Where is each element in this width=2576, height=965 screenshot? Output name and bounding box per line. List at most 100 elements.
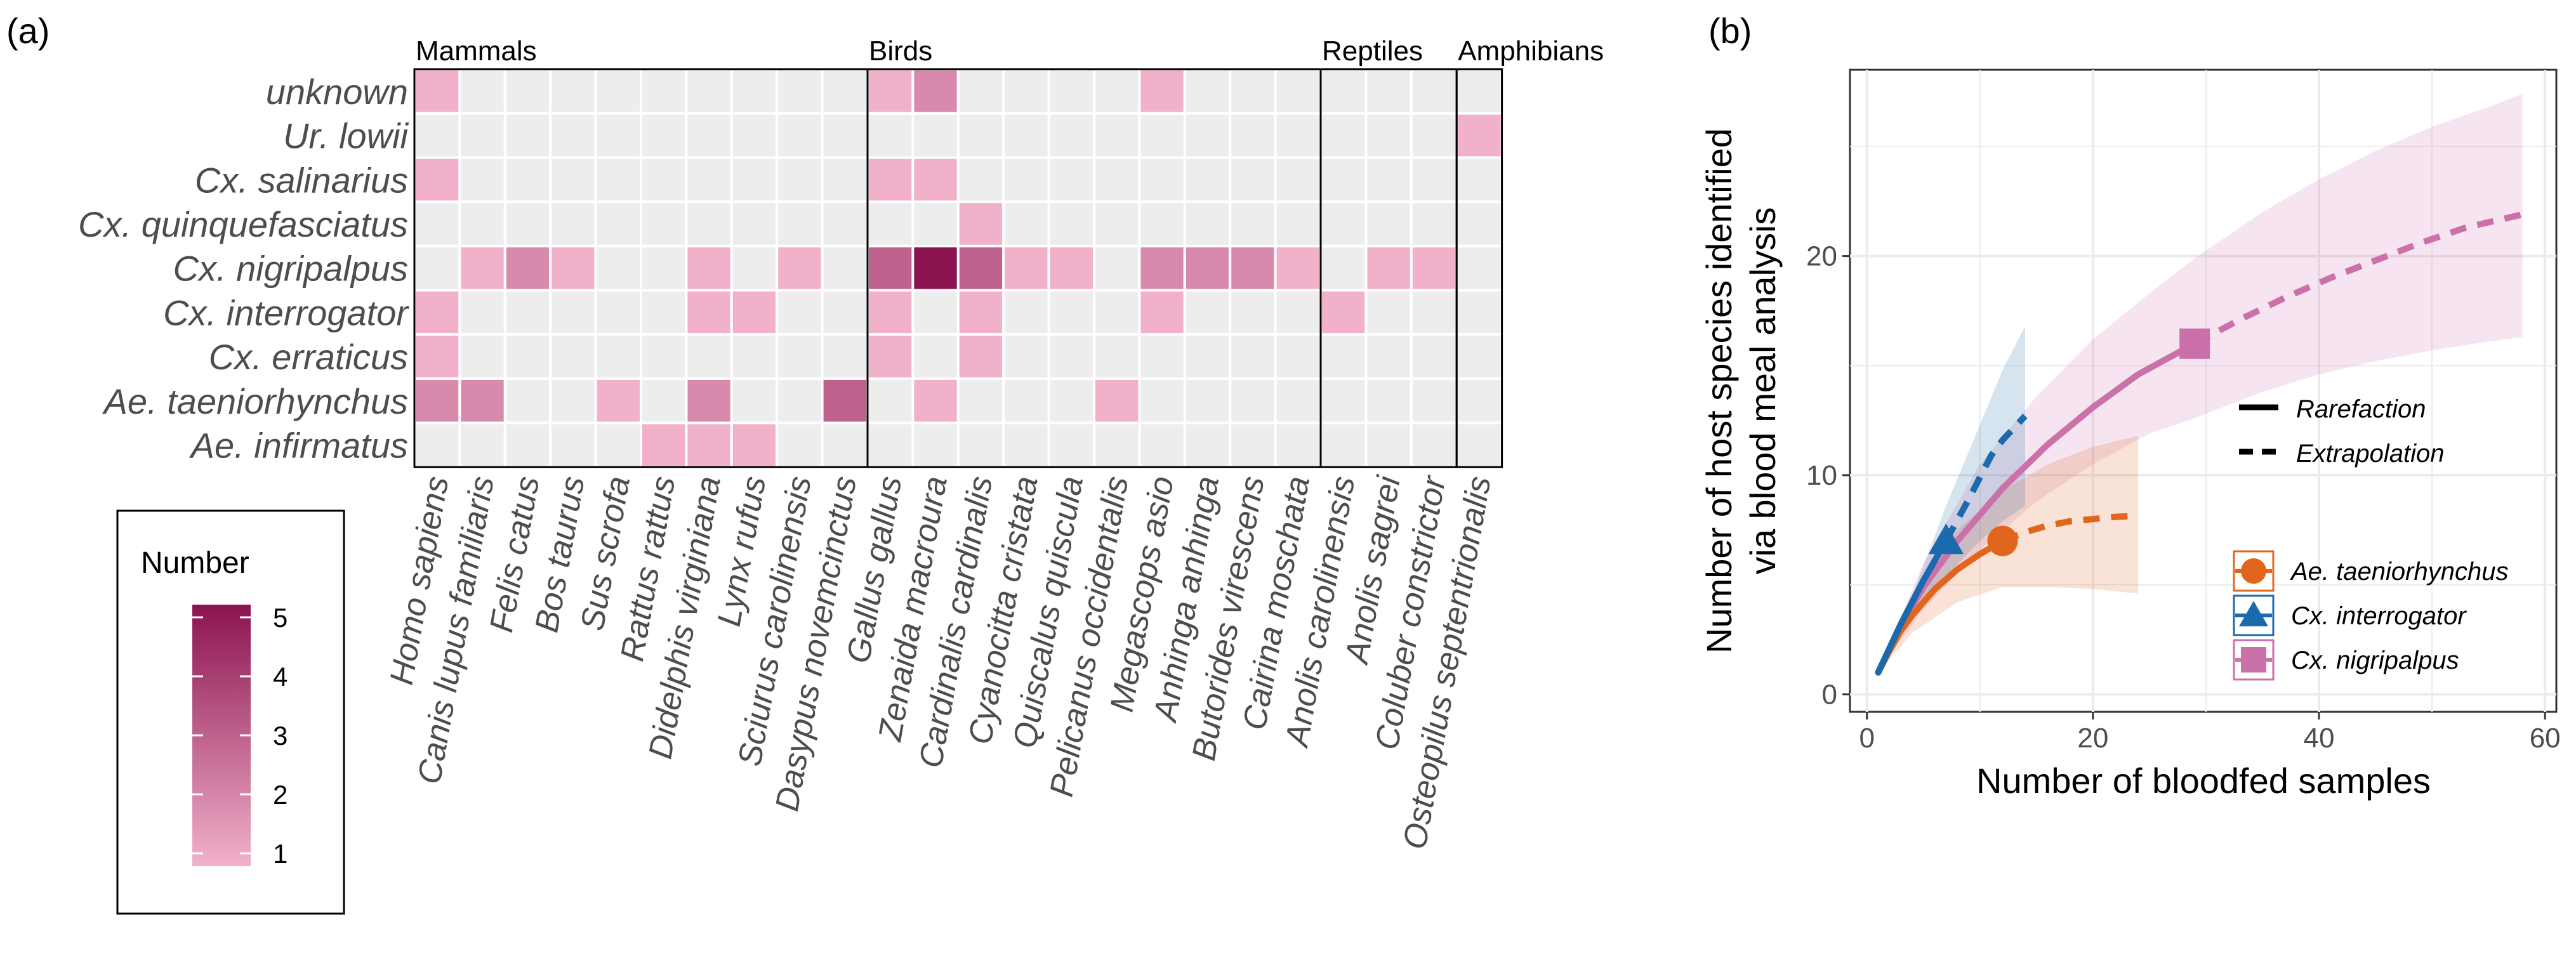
heatmap-cell-ur-lowii-sus-scrofa bbox=[594, 112, 642, 159]
heatmap-cell-cx-salinarius-cyanocitta-cristata bbox=[1002, 156, 1050, 204]
panel-a-label: (a) bbox=[6, 11, 50, 51]
heatmap-cell-cx-quinquefasciatus-zenaida-macroura bbox=[911, 200, 960, 247]
heatmap-cell-cx-interrogator-anolis-sagrei bbox=[1364, 289, 1413, 336]
heatmap-cell-ae-infirmatus-gallus-gallus bbox=[866, 421, 915, 469]
heatmap-cell-cx-interrogator-sus-scrofa bbox=[594, 289, 642, 336]
heatmap-cell-ur-lowii-zenaida-macroura bbox=[911, 112, 960, 159]
heatmap-cell-unknown-bos-taurus bbox=[549, 68, 597, 115]
heatmap-cell-ae-taeniorhynchus-coluber-constrictor bbox=[1410, 377, 1458, 424]
heatmap-cell-ur-lowii-homo-sapiens bbox=[413, 112, 461, 159]
heatmap-cell-ae-infirmatus-anhinga-anhinga bbox=[1183, 421, 1232, 469]
heatmap-cell-ae-taeniorhynchus-anolis-carolinensis bbox=[1319, 377, 1368, 424]
heatmap-cell-cx-interrogator-pelicanus-occidentalis bbox=[1093, 289, 1141, 336]
legend-label-cx-nigripalpus: Cx. nigripalpus bbox=[2291, 647, 2459, 674]
heatmap-cell-cx-erraticus-quiscalus-quiscula bbox=[1047, 333, 1095, 380]
heatmap-cell-cx-interrogator-lynx-rufus bbox=[730, 289, 779, 336]
y-tick-label-0: 0 bbox=[1822, 679, 1837, 710]
heatmap-cell-ur-lowii-lynx-rufus bbox=[730, 112, 779, 159]
heatmap-cell-ae-infirmatus-cyanocitta-cristata bbox=[1002, 421, 1050, 469]
heatmap-cell-ae-infirmatus-sus-scrofa bbox=[594, 421, 642, 469]
heatmap-cell-cx-quinquefasciatus-lynx-rufus bbox=[730, 200, 779, 247]
heatmap-cell-ae-taeniorhynchus-anolis-sagrei bbox=[1364, 377, 1413, 424]
legend-label-cx-interrogator: Cx. interrogator bbox=[2291, 602, 2467, 630]
heatmap-cell-ae-taeniorhynchus-zenaida-macroura bbox=[911, 377, 960, 424]
heatmap-cell-ur-lowii-quiscalus-quiscula bbox=[1047, 112, 1095, 159]
heatmap-cell-cx-nigripalpus-anolis-sagrei bbox=[1364, 244, 1413, 292]
heatmap-panel: (a) Mammals Birds Reptiles Amphibians unkno… bbox=[6, 11, 1604, 915]
heatmap-cell-cx-nigripalpus-megascops-asio bbox=[1138, 244, 1186, 292]
rarefaction-line-cx-interrogator bbox=[1875, 537, 1950, 676]
heatmap-cell-unknown-homo-sapiens bbox=[413, 68, 461, 115]
row-label-unknown: unknown bbox=[266, 72, 408, 112]
heatmap-cell-ae-taeniorhynchus-felis-catus bbox=[503, 377, 552, 424]
heatmap-cell-cx-nigripalpus-cyanocitta-cristata bbox=[1002, 244, 1050, 292]
heatmap-cell-ur-lowii-pelicanus-occidentalis bbox=[1093, 112, 1141, 159]
heatmap-cell-ae-infirmatus-bos-taurus bbox=[549, 421, 597, 469]
x-tick-label-40: 40 bbox=[2304, 723, 2335, 754]
heatmap-cell-ae-taeniorhynchus-quiscalus-quiscula bbox=[1047, 377, 1095, 424]
heatmap-cell-ae-infirmatus-homo-sapiens bbox=[413, 421, 461, 469]
heatmap-cell-ur-lowii-anhinga-anhinga bbox=[1183, 112, 1232, 159]
gridlines bbox=[1850, 70, 2556, 712]
heatmap-cell-unknown-felis-catus bbox=[503, 68, 552, 115]
x-tick-label-60: 60 bbox=[2530, 723, 2561, 754]
heatmap-cell-cx-salinarius-didelphis-virginiana bbox=[685, 156, 733, 204]
heatmap-cell-unknown-lynx-rufus bbox=[730, 68, 779, 115]
heatmap-cell-cx-quinquefasciatus-gallus-gallus bbox=[866, 200, 915, 247]
heatmap-cell-cx-erraticus-homo-sapiens bbox=[413, 333, 461, 380]
heatmap-cell-ae-infirmatus-cardinalis-cardinalis bbox=[956, 421, 1005, 469]
heatmap-cell-ur-lowii-cardinalis-cardinalis bbox=[956, 112, 1005, 159]
heatmap-cell-cx-erraticus-canis-lupus-familiaris bbox=[458, 333, 506, 380]
extrapolation-line-cx-interrogator bbox=[1943, 414, 2028, 542]
heatmap-cell-cx-salinarius-gallus-gallus bbox=[866, 156, 915, 204]
heatmap-cell-unknown-canis-lupus-familiaris bbox=[458, 68, 506, 115]
heatmap-cell-cx-salinarius-bos-taurus bbox=[549, 156, 597, 204]
heatmap-cell-cx-interrogator-butorides-virescens bbox=[1229, 289, 1277, 336]
heatmap-cell-cx-quinquefasciatus-anolis-sagrei bbox=[1364, 200, 1413, 247]
heatmap-cell-ae-taeniorhynchus-sciurus-carolinensis bbox=[776, 377, 824, 424]
heatmap-cell-unknown-anhinga-anhinga bbox=[1183, 68, 1232, 115]
x-tick-label-20: 20 bbox=[2077, 723, 2108, 754]
heatmap-cell-ur-lowii-rattus-rattus bbox=[640, 112, 688, 159]
heatmap-cell-cx-quinquefasciatus-didelphis-virginiana bbox=[685, 200, 733, 247]
heatmap-cell-cx-interrogator-rattus-rattus bbox=[640, 289, 688, 336]
group-label-amphibians: Amphibians bbox=[1458, 36, 1604, 67]
heatmap-cell-cx-erraticus-pelicanus-occidentalis bbox=[1093, 333, 1141, 380]
row-label-ur-lowii: Ur. lowii bbox=[283, 116, 409, 156]
legend-title: Number bbox=[141, 546, 249, 580]
legend-label-ae-taeniorhynchus: Ae. taeniorhynchus bbox=[2290, 558, 2508, 586]
y-tick-label-10: 10 bbox=[1806, 460, 1837, 491]
heatmap-cell-cx-quinquefasciatus-felis-catus bbox=[503, 200, 552, 247]
heatmap-cell-cx-salinarius-felis-catus bbox=[503, 156, 552, 204]
heatmap-cell-unknown-cardinalis-cardinalis bbox=[956, 68, 1005, 115]
row-label-cx-nigripalpus: Cx. nigripalpus bbox=[173, 249, 408, 289]
heatmap-cell-cx-erraticus-lynx-rufus bbox=[730, 333, 779, 380]
series-legend: Ae. taeniorhynchus Cx. interrogator Cx. ni… bbox=[2233, 550, 2508, 681]
heatmap-cell-ae-infirmatus-anolis-sagrei bbox=[1364, 421, 1413, 469]
heatmap-cell-unknown-zenaida-macroura bbox=[911, 68, 960, 115]
heatmap-cell-cx-erraticus-anolis-carolinensis bbox=[1319, 333, 1368, 380]
heatmap-cell-ae-infirmatus-butorides-virescens bbox=[1229, 421, 1277, 469]
heatmap-cell-cx-nigripalpus-canis-lupus-familiaris bbox=[458, 244, 506, 292]
heatmap-cell-cx-salinarius-cairina-moschata bbox=[1274, 156, 1322, 204]
heatmap-cell-cx-interrogator-osteopilus-septentrionalis bbox=[1455, 289, 1503, 336]
legend-key-marker-ae-taeniorhynchus bbox=[2241, 558, 2266, 584]
heatmap-cell-cx-salinarius-dasypus-novemcinctus bbox=[821, 156, 869, 204]
heatmap-cell-cx-nigripalpus-rattus-rattus bbox=[640, 244, 688, 292]
row-label-cx-interrogator: Cx. interrogator bbox=[163, 292, 409, 332]
heatmap-cell-ur-lowii-felis-catus bbox=[503, 112, 552, 159]
heatmap-cell-cx-quinquefasciatus-quiscalus-quiscula bbox=[1047, 200, 1095, 247]
panel-b-label: (b) bbox=[1708, 11, 1752, 51]
legend-tick-label-2: 2 bbox=[273, 780, 287, 810]
heatmap-cell-cx-salinarius-megascops-asio bbox=[1138, 156, 1186, 204]
heatmap-cell-ae-taeniorhynchus-homo-sapiens bbox=[413, 377, 461, 424]
heatmap-cell-ae-infirmatus-pelicanus-occidentalis bbox=[1093, 421, 1141, 469]
heatmap-cell-cx-erraticus-anhinga-anhinga bbox=[1183, 333, 1232, 380]
heatmap-cell-unknown-sciurus-carolinensis bbox=[776, 68, 824, 115]
legend-tick-label-4: 4 bbox=[273, 662, 287, 692]
heatmap-cell-ur-lowii-coluber-constrictor bbox=[1410, 112, 1458, 159]
heatmap-cell-unknown-anolis-carolinensis bbox=[1319, 68, 1368, 115]
ci-ribbon-cx-interrogator bbox=[1878, 326, 2025, 673]
heatmap-cell-cx-interrogator-zenaida-macroura bbox=[911, 289, 960, 336]
